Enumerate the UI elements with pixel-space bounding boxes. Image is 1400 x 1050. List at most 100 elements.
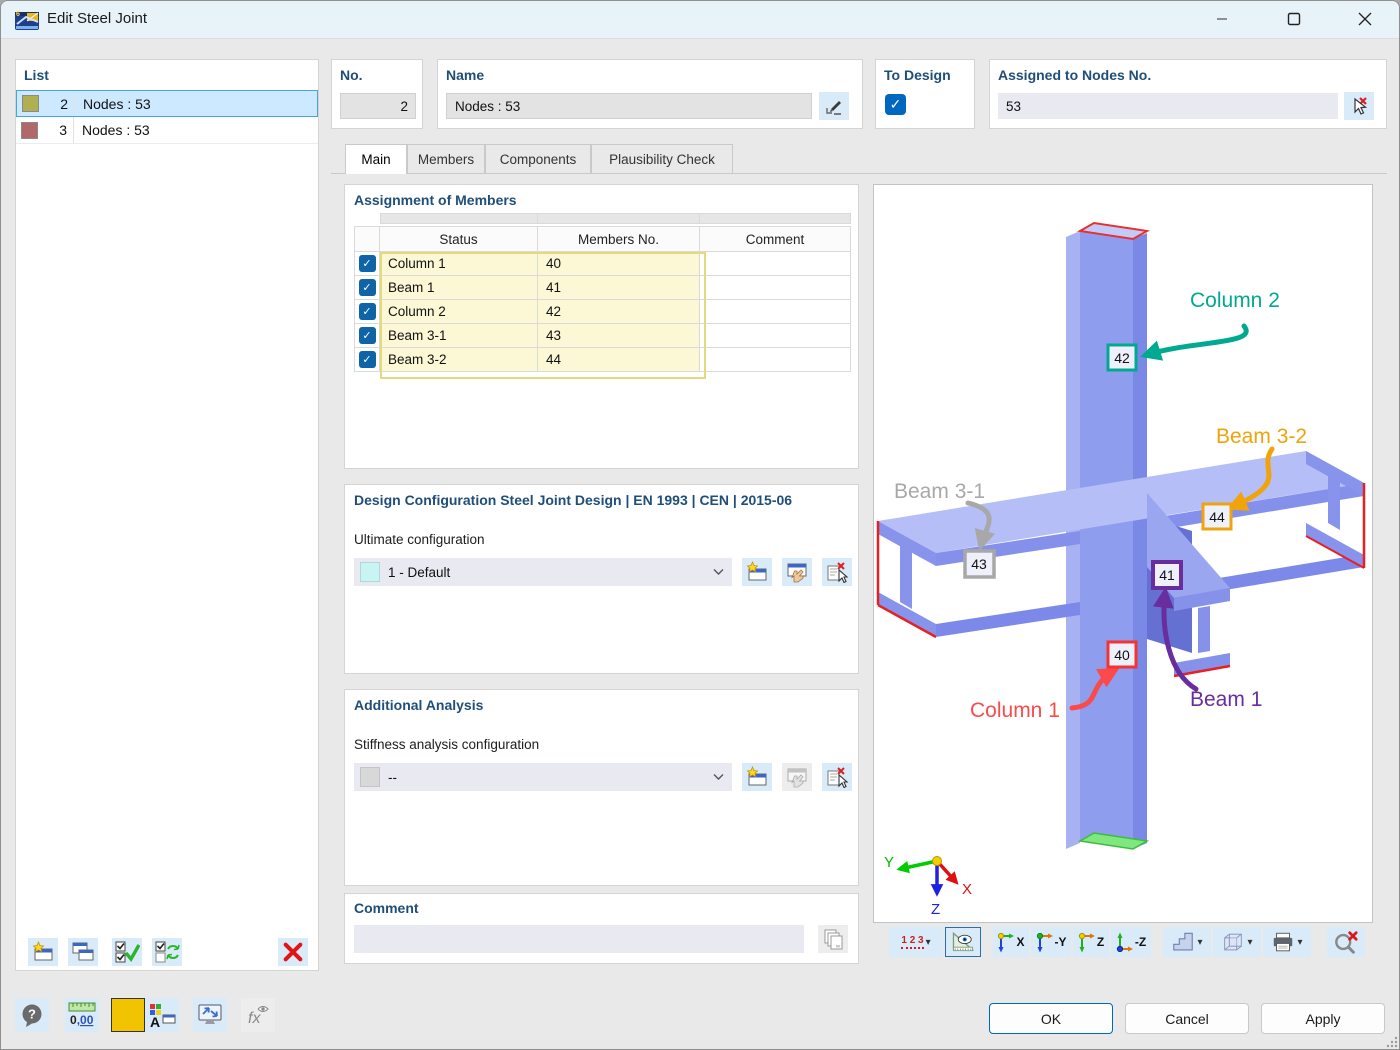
column1-label: Column 1 bbox=[970, 699, 1060, 722]
member-badge-41[interactable]: 41 bbox=[1151, 560, 1183, 590]
member-no-cell[interactable]: 40 bbox=[538, 252, 700, 276]
member-no-cell[interactable]: 44 bbox=[538, 348, 700, 372]
cancel-button[interactable]: Cancel bbox=[1125, 1003, 1249, 1034]
member-badge-44[interactable]: 44 bbox=[1201, 502, 1233, 531]
ok-button[interactable]: OK bbox=[989, 1003, 1113, 1034]
status-cell[interactable]: Column 1 bbox=[380, 252, 538, 276]
rename-button[interactable] bbox=[819, 92, 849, 120]
cancel-zoom-button[interactable] bbox=[1327, 927, 1365, 957]
new-window-star-icon bbox=[746, 766, 767, 786]
status-cell[interactable]: Beam 1 bbox=[380, 276, 538, 300]
config-color-swatch bbox=[360, 562, 380, 582]
numbering-display-button[interactable]: 1 2 3 ▾ bbox=[889, 927, 943, 957]
member-no-cell[interactable]: 43 bbox=[538, 324, 700, 348]
list-item[interactable]: 3 Nodes : 53 bbox=[16, 117, 318, 144]
stiffness-config-dropdown[interactable]: -- bbox=[354, 763, 732, 791]
view-z-button[interactable]: Z bbox=[1073, 927, 1109, 957]
table-row: ✓ Beam 1 41 bbox=[354, 276, 851, 300]
solid-model-button[interactable]: ▾ bbox=[1163, 927, 1211, 957]
config-color-swatch bbox=[360, 767, 380, 787]
member-badge-42[interactable]: 42 bbox=[1106, 343, 1138, 372]
invert-checks-button[interactable] bbox=[152, 938, 182, 966]
table-top-strip bbox=[354, 213, 851, 224]
comment-cell[interactable] bbox=[700, 276, 851, 300]
zoom-cancel-icon bbox=[1335, 931, 1358, 954]
delete-config-button[interactable] bbox=[822, 558, 852, 586]
display-properties-button[interactable]: A bbox=[145, 998, 179, 1032]
titlebar[interactable]: 6 Edit Steel Joint bbox=[1, 1, 1399, 39]
row-checkbox[interactable]: ✓ bbox=[358, 303, 376, 320]
status-cell[interactable]: Beam 3-1 bbox=[380, 324, 538, 348]
status-cell[interactable]: Beam 3-2 bbox=[380, 348, 538, 372]
wireframe-button[interactable]: ▾ bbox=[1213, 927, 1261, 957]
select-nodes-button[interactable] bbox=[1344, 92, 1374, 120]
pages-copy-icon bbox=[824, 929, 843, 950]
assigned-nodes-group: Assigned to Nodes No. 53 bbox=[989, 59, 1387, 129]
view-x-label: X bbox=[1016, 935, 1025, 949]
no-field: 2 bbox=[340, 93, 416, 119]
chevron-down-icon bbox=[713, 569, 724, 575]
row-checkbox[interactable]: ✓ bbox=[358, 327, 376, 344]
status-cell[interactable]: Column 2 bbox=[380, 300, 538, 324]
resize-grip[interactable] bbox=[1385, 1035, 1398, 1048]
screen-capture-button[interactable] bbox=[193, 998, 227, 1032]
view-minus-z-icon bbox=[1116, 932, 1133, 952]
units-settings-button[interactable]: 0,00 bbox=[65, 998, 99, 1032]
minimize-button[interactable] bbox=[1199, 1, 1245, 37]
svg-text:6: 6 bbox=[16, 11, 20, 18]
ultimate-config-dropdown[interactable]: 1 - Default bbox=[354, 558, 732, 586]
stiffness-config-label: Stiffness analysis configuration bbox=[354, 737, 540, 752]
check-all-button[interactable] bbox=[112, 938, 142, 966]
member-badge-43[interactable]: 43 bbox=[963, 549, 996, 579]
member-badge-40[interactable]: 40 bbox=[1106, 640, 1138, 669]
new-config-button[interactable] bbox=[742, 558, 772, 586]
maximize-button[interactable] bbox=[1271, 1, 1317, 37]
to-design-label: To Design bbox=[884, 67, 951, 83]
comment-cell[interactable] bbox=[700, 252, 851, 276]
svg-text:fx: fx bbox=[248, 1010, 261, 1027]
axis-z-label: Z bbox=[931, 901, 940, 918]
tab-strip: Main Members Components Plausibility Che… bbox=[331, 144, 1387, 174]
print-button[interactable]: ▾ bbox=[1263, 927, 1311, 957]
new-stiffness-config-button[interactable] bbox=[742, 763, 772, 791]
delete-stiffness-config-button[interactable] bbox=[822, 763, 852, 791]
color-settings-button[interactable] bbox=[111, 998, 145, 1032]
tab-main[interactable]: Main bbox=[345, 144, 407, 174]
view-minus-z-button[interactable]: -Z bbox=[1111, 927, 1151, 957]
comment-cell[interactable] bbox=[700, 348, 851, 372]
help-button[interactable]: ? bbox=[15, 998, 49, 1032]
new-joint-button[interactable] bbox=[28, 938, 58, 966]
header-comment: Comment bbox=[700, 226, 851, 252]
tab-components[interactable]: Components bbox=[485, 144, 591, 173]
comment-cell[interactable] bbox=[700, 300, 851, 324]
list-item[interactable]: 2 Nodes : 53 bbox=[16, 90, 318, 117]
ultimate-config-value: 1 - Default bbox=[388, 564, 451, 580]
list-header: List bbox=[24, 67, 49, 83]
view-minus-y-button[interactable]: -Y bbox=[1031, 927, 1071, 957]
beam1-arrow bbox=[1152, 586, 1199, 692]
maximize-icon bbox=[1287, 12, 1301, 26]
rendering-mode-button[interactable] bbox=[945, 927, 981, 957]
apply-button[interactable]: Apply bbox=[1261, 1003, 1385, 1034]
view-x-button[interactable]: X bbox=[993, 927, 1029, 957]
close-button[interactable] bbox=[1342, 1, 1388, 37]
comment-cell[interactable] bbox=[700, 324, 851, 348]
tab-members[interactable]: Members bbox=[407, 144, 485, 173]
to-design-checkbox[interactable]: ✓ bbox=[885, 94, 906, 115]
viewport-3d[interactable]: Column 2 Beam 3-2 Beam 3-1 Column 1 Beam… bbox=[873, 184, 1373, 923]
row-checkbox[interactable]: ✓ bbox=[358, 351, 376, 368]
name-group: Name Nodes : 53 bbox=[437, 59, 863, 129]
delete-joint-button[interactable] bbox=[278, 938, 308, 966]
assigned-nodes-field[interactable]: 53 bbox=[998, 93, 1338, 119]
name-field[interactable]: Nodes : 53 bbox=[446, 93, 812, 119]
member-no-cell[interactable]: 42 bbox=[538, 300, 700, 324]
member-no-cell[interactable]: 41 bbox=[538, 276, 700, 300]
comment-combo[interactable] bbox=[354, 925, 804, 953]
row-checkbox[interactable]: ✓ bbox=[358, 279, 376, 296]
edit-config-button[interactable] bbox=[782, 558, 812, 586]
copy-joint-button[interactable] bbox=[68, 938, 98, 966]
tab-plausibility-check[interactable]: Plausibility Check bbox=[591, 144, 733, 173]
row-checkbox[interactable]: ✓ bbox=[358, 255, 376, 272]
display-properties-icon: A bbox=[150, 1004, 176, 1028]
